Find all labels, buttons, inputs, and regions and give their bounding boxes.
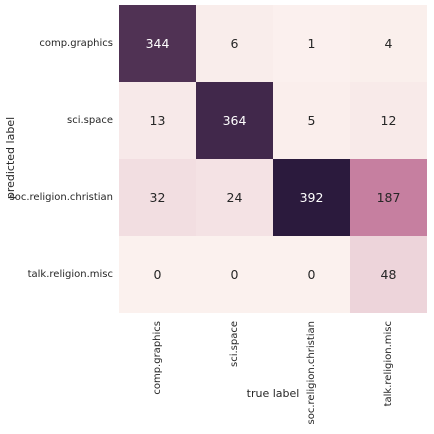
y-tick-labels: comp.graphics sci.space soc.religion.chris… [10,38,113,280]
heatmap-cell [273,82,350,159]
heatmap-cell-value: 364 [223,113,247,128]
heatmap-cell [273,236,350,313]
heatmap-cell [350,5,427,82]
heatmap-cell [273,5,350,82]
heatmap-cells [119,5,427,313]
heatmap-cell-value: 6 [231,36,239,51]
heatmap-cell-value: 4 [385,36,393,51]
y-tick-label: comp.graphics [39,38,113,49]
heatmap-cell [119,159,196,236]
heatmap-cell [350,236,427,313]
heatmap-cell [196,5,273,82]
heatmap-cell-value: 13 [150,113,166,128]
heatmap-cell-value: 32 [150,190,166,205]
heatmap-cell-value: 0 [231,267,239,282]
x-tick-labels: comp.graphics sci.space soc.religion.chris… [152,321,394,424]
heatmap-cell-value: 24 [227,190,243,205]
heatmap-cell [196,82,273,159]
y-tick-label: soc.religion.christian [10,192,113,203]
heatmap-cell-value: 392 [300,190,324,205]
heatmap-cell [119,82,196,159]
heatmap-cell-value: 48 [381,267,397,282]
heatmap-cell-value: 1 [308,36,316,51]
heatmap-cell [196,236,273,313]
heatmap-cell-value: 187 [377,190,401,205]
y-tick-label: talk.religion.misc [28,269,113,280]
y-axis-label: predicted label [4,117,17,199]
heatmap-cell [119,5,196,82]
heatmap-cell-labels: 344 6 1 4 13 364 5 12 32 24 392 187 0 0 0 48 [146,36,401,282]
heatmap-cell-value: 5 [308,113,316,128]
heatmap-cell-value: 12 [381,113,397,128]
heatmap-cell [350,159,427,236]
x-tick-label: sci.space [229,321,240,367]
x-axis-label: true label [247,387,300,400]
heatmap-cell [273,159,350,236]
x-tick-label: soc.religion.christian [306,321,317,424]
x-tick-label: comp.graphics [152,321,163,395]
heatmap-cell-value: 0 [308,267,316,282]
heatmap-cell [350,82,427,159]
heatmap-cell-value: 344 [146,36,170,51]
y-tick-label: sci.space [67,115,113,126]
heatmap-cell-value: 0 [154,267,162,282]
x-tick-label: talk.religion.misc [383,321,394,406]
heatmap-cell [196,159,273,236]
heatmap-cell [119,236,196,313]
